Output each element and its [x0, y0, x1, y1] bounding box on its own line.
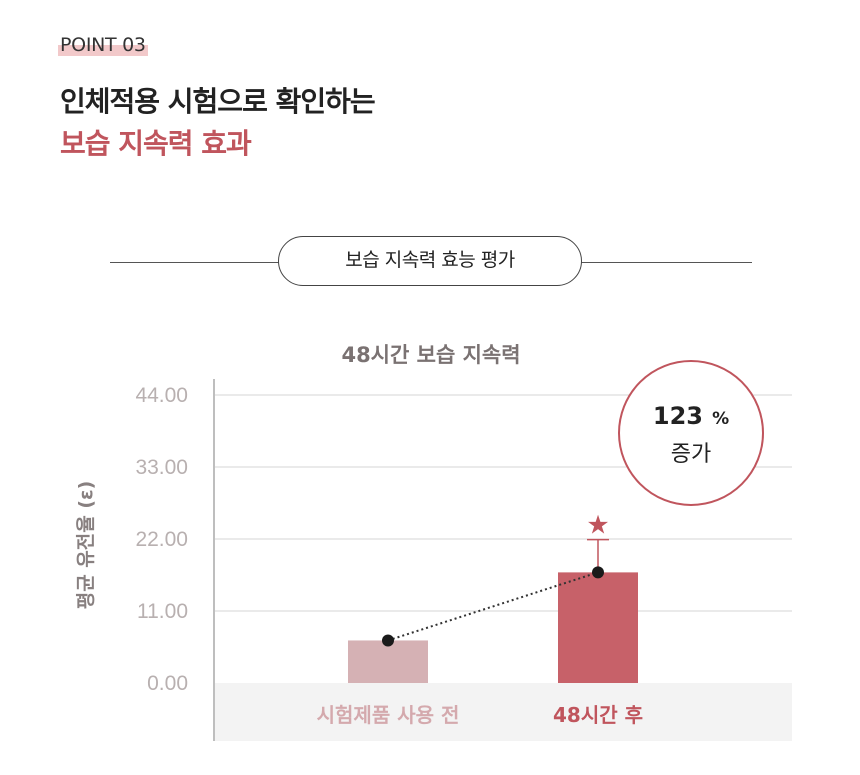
- point-tag-highlight: [58, 45, 148, 56]
- trend-point: [382, 634, 394, 647]
- chart-title: 48시간 보습 지속력: [341, 343, 520, 367]
- point-tag-text: POINT 03: [60, 34, 146, 56]
- x-axis-band: [215, 683, 792, 741]
- divider-right: [580, 262, 752, 263]
- bubble-value: 123: [653, 402, 703, 430]
- y-tick-label: 33.00: [135, 456, 188, 479]
- divider-left: [110, 262, 280, 263]
- headline-line-1: 인체적용 시험으로 확인하는: [60, 85, 376, 118]
- trend-line: [387, 571, 599, 642]
- bar: [348, 640, 428, 683]
- significance-star: ★: [586, 511, 609, 541]
- bubble-label: 증가: [671, 442, 711, 467]
- category-label: 48시간 후: [553, 703, 643, 727]
- y-axis-label: 평균 유전율 (ε): [75, 481, 97, 610]
- bar: [558, 572, 638, 683]
- y-tick-label: 22.00: [135, 528, 188, 551]
- bubble-circle: [618, 360, 764, 506]
- point-tag: POINT 03: [58, 34, 148, 56]
- trend-point: [592, 566, 604, 579]
- headline-line-2: 보습 지속력 효과: [60, 127, 252, 160]
- section-pill: 보습 지속력 효능 평가: [278, 236, 582, 286]
- bubble-unit: %: [712, 409, 729, 429]
- y-tick-label: 0.00: [147, 672, 188, 695]
- y-tick-label: 44.00: [135, 384, 188, 407]
- y-tick-label: 11.00: [137, 600, 188, 623]
- increase-bubble: 123 % 증가: [618, 360, 764, 506]
- category-label: 시험제품 사용 전: [317, 703, 460, 727]
- bubble-value-text: 123 %: [653, 402, 729, 430]
